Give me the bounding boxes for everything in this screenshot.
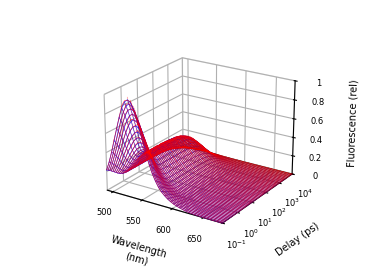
- X-axis label: Wavelength
(nm): Wavelength (nm): [107, 235, 169, 271]
- Y-axis label: Delay (ps): Delay (ps): [274, 220, 321, 258]
